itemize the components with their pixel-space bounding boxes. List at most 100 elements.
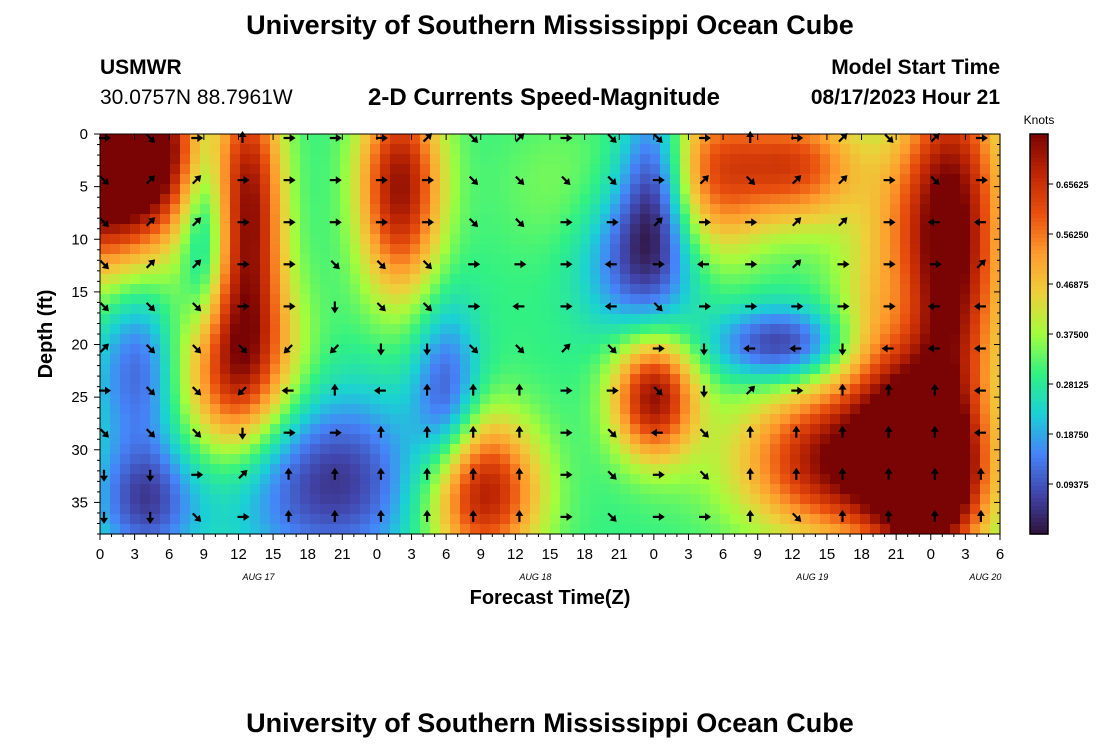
heatmap-cell (460, 204, 471, 215)
heatmap-cell (970, 234, 981, 245)
heatmap-cell (770, 144, 781, 155)
heatmap-cell (820, 464, 831, 475)
heatmap-cell (670, 144, 681, 155)
heatmap-cell (690, 334, 701, 345)
heatmap-cell (350, 234, 361, 245)
heatmap-cell (920, 264, 931, 275)
heatmap-cell (630, 164, 641, 175)
heatmap-cell (690, 154, 701, 165)
heatmap-cell (470, 494, 481, 505)
heatmap-cell (920, 504, 931, 515)
heatmap-cell (320, 204, 331, 215)
current-arrow-head (701, 175, 709, 183)
heatmap-cell (890, 194, 901, 205)
heatmap-cell (860, 354, 871, 365)
heatmap-cell (460, 434, 471, 445)
heatmap-cell (400, 364, 411, 375)
heatmap-cell (560, 444, 571, 455)
heatmap-cell (260, 364, 271, 375)
heatmap-cell (530, 194, 541, 205)
heatmap-cell (180, 424, 191, 435)
heatmap-cell (960, 244, 971, 255)
current-arrow-head (378, 262, 386, 270)
heatmap-cell (240, 394, 251, 405)
heatmap-cell (160, 314, 171, 325)
heatmap-cell (460, 284, 471, 295)
heatmap-cell (450, 334, 461, 345)
colorbar-band (1030, 190, 1048, 195)
heatmap-cell (410, 144, 421, 155)
heatmap-cell (920, 154, 931, 165)
heatmap-cell (120, 204, 131, 215)
heatmap-cell (210, 204, 221, 215)
heatmap-cell (850, 464, 861, 475)
heatmap-cell (560, 384, 571, 395)
heatmap-cell (170, 394, 181, 405)
heatmap-cell (820, 274, 831, 285)
heatmap-cell (880, 484, 891, 495)
heatmap-cell (170, 334, 181, 345)
heatmap-cell (680, 294, 691, 305)
heatmap-cell (400, 374, 411, 385)
current-arrow (469, 383, 478, 396)
heatmap-cell (250, 404, 261, 415)
heatmap-cell (230, 204, 241, 215)
heatmap-cell (220, 174, 231, 185)
heatmap-cell (500, 204, 511, 215)
heatmap-cell (890, 304, 901, 315)
heatmap-cell (370, 174, 381, 185)
heatmap-cell (760, 134, 771, 145)
heatmap-cell (690, 364, 701, 375)
heatmap-cell (310, 374, 321, 385)
heatmap-cell (920, 514, 931, 525)
heatmap-cell (520, 344, 531, 355)
heatmap-cell (670, 424, 681, 435)
heatmap-cell (790, 194, 801, 205)
heatmap-cell (310, 494, 321, 505)
heatmap-cell (470, 464, 481, 475)
heatmap-cell (500, 444, 511, 455)
heatmap-cell (540, 384, 551, 395)
heatmap-cell (450, 204, 461, 215)
heatmap-cell (370, 354, 381, 365)
heatmap-cell (870, 524, 881, 535)
heatmap-cell (570, 464, 581, 475)
heatmap-cell (850, 184, 861, 195)
heatmap-cell (670, 454, 681, 465)
heatmap-cell (730, 234, 741, 245)
heatmap-cell (330, 524, 341, 535)
heatmap-cell (310, 174, 321, 185)
heatmap-cell (620, 504, 631, 515)
heatmap-cell (670, 374, 681, 385)
heatmap-cell (230, 364, 241, 375)
heatmap-cell (160, 264, 171, 275)
heatmap-cell (130, 284, 141, 295)
heatmap-cell (250, 174, 261, 185)
heatmap-cell (820, 264, 831, 275)
heatmap-cell (240, 354, 251, 365)
heatmap-cell (840, 404, 851, 415)
heatmap-cell (930, 234, 941, 245)
heatmap-cell (840, 244, 851, 255)
heatmap-cell (780, 334, 791, 345)
heatmap-cell (320, 474, 331, 485)
heatmap-cell (560, 264, 571, 275)
heatmap-cell (640, 434, 651, 445)
heatmap-cell (490, 454, 501, 465)
heatmap-cell (960, 144, 971, 155)
heatmap-cell (750, 434, 761, 445)
heatmap-cell (850, 204, 861, 215)
heatmap-cell (840, 304, 851, 315)
heatmap-cell (380, 354, 391, 365)
heatmap-cell (830, 154, 841, 165)
heatmap-cell (200, 314, 211, 325)
heatmap-cell (260, 234, 271, 245)
heatmap-cell (230, 184, 241, 195)
heatmap-cell (480, 134, 491, 145)
heatmap-cell (240, 504, 251, 515)
heatmap-cell (970, 304, 981, 315)
heatmap-cell (320, 344, 331, 355)
heatmap-cell (450, 504, 461, 515)
heatmap-cell (630, 264, 641, 275)
heatmap-cell (420, 484, 431, 495)
